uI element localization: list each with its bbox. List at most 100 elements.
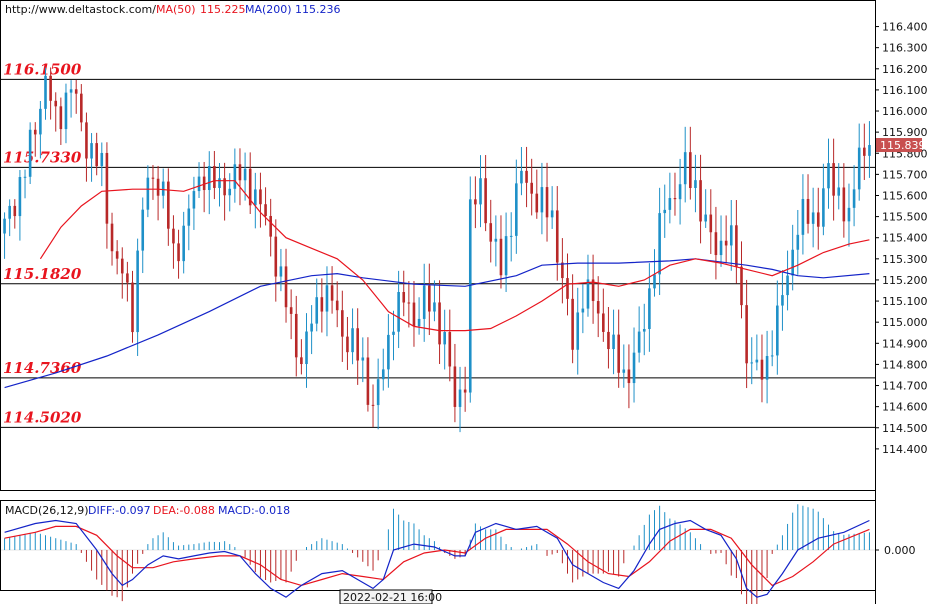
candle-body: [453, 366, 457, 407]
candle-body: [428, 285, 431, 312]
candle-body: [509, 235, 513, 237]
candle-body: [213, 166, 216, 188]
candle-body: [520, 170, 523, 184]
candle-body: [673, 198, 677, 200]
candle-body: [581, 308, 585, 313]
candle-body: [719, 240, 723, 256]
candle-body: [709, 214, 713, 233]
price-tick-label: 115.700: [882, 168, 928, 181]
candle-body: [617, 334, 620, 373]
level-label: 116.1500: [3, 60, 82, 78]
candle-body: [561, 262, 564, 279]
candlesticks: [3, 67, 871, 433]
candle-body: [325, 285, 329, 312]
price-tick-label: 116.100: [882, 84, 928, 97]
candle-body: [689, 152, 692, 188]
candle-body: [586, 279, 590, 309]
candle-body: [791, 249, 794, 276]
candle-body: [699, 180, 702, 222]
candle-body: [207, 166, 211, 191]
candle-body: [223, 178, 226, 196]
candle-body: [729, 225, 733, 246]
candle-body: [80, 93, 83, 123]
price-tick-label: 115.500: [882, 211, 928, 224]
candle-body: [49, 75, 52, 101]
candle-body: [3, 218, 6, 234]
candle-body: [233, 164, 237, 189]
candle-body: [376, 379, 380, 406]
candle-body: [392, 331, 395, 335]
candle-body: [566, 278, 569, 299]
candle-body: [69, 89, 73, 93]
macd-legend-macd: MACD:-0.018: [218, 504, 290, 517]
ma200-line: [4, 258, 870, 389]
candle-body: [264, 204, 267, 216]
candle-body: [161, 181, 165, 196]
candle-body: [627, 369, 631, 384]
price-tick-label: 114.400: [882, 443, 928, 456]
candle-body: [596, 301, 600, 314]
candle-body: [811, 212, 815, 224]
candle-body: [243, 168, 247, 181]
candle-body: [837, 187, 841, 196]
candle-body: [668, 198, 672, 210]
price-tick-label: 116.400: [882, 21, 928, 34]
candle-body: [576, 312, 580, 350]
candle-body: [310, 323, 313, 332]
candle-body: [95, 143, 98, 167]
price-tick-label: 114.900: [882, 337, 928, 350]
candle-body: [816, 212, 820, 227]
candle-body: [433, 302, 436, 312]
candle-body: [535, 193, 539, 213]
candle-body: [146, 177, 150, 210]
candle-body: [85, 122, 88, 159]
candle-body: [857, 147, 861, 190]
candle-body: [361, 357, 365, 361]
candle-body: [289, 307, 293, 314]
level-label: 115.7330: [3, 148, 82, 166]
candle-body: [131, 282, 134, 333]
candle-body: [387, 334, 390, 370]
candle-body: [167, 181, 170, 229]
last-price-tag: 115.839: [876, 138, 926, 153]
candle-body: [642, 329, 646, 332]
candle-body: [760, 359, 764, 380]
candle-body: [781, 295, 784, 306]
candle-body: [499, 238, 503, 276]
price-tick-label: 114.500: [882, 422, 928, 435]
candle-body: [59, 106, 63, 130]
candle-body: [750, 362, 754, 364]
candle-body: [366, 357, 370, 405]
candle-body: [202, 176, 206, 191]
diff-line: [4, 519, 870, 598]
candle-body: [515, 183, 518, 236]
candle-body: [238, 164, 242, 181]
candle-body: [259, 189, 262, 205]
candle-body: [745, 305, 748, 364]
candle-body: [269, 215, 272, 237]
candle-body: [110, 223, 114, 252]
price-tick-label: 114.800: [882, 358, 928, 371]
candle-body: [765, 356, 769, 380]
candle-body: [494, 238, 498, 242]
level-lines: 116.1500 115.7330 115.1820 114.7360 114.5020: [1, 60, 875, 428]
candle-body: [770, 355, 774, 357]
candle-body: [346, 336, 349, 353]
price-y-axis: 114.400 114.500 114.600 114.700 114.800 114.9…: [875, 21, 928, 456]
candle-body: [484, 178, 487, 224]
candle-body: [438, 302, 441, 345]
candle-body: [852, 189, 856, 208]
candle-body: [540, 187, 544, 213]
candle-body: [177, 243, 180, 262]
price-tick-label: 115.600: [882, 189, 928, 202]
candle-body: [458, 389, 462, 407]
candle-body: [33, 129, 37, 135]
candle-body: [832, 163, 835, 196]
candle-body: [663, 209, 667, 214]
candle-body: [724, 240, 728, 246]
candle-body: [172, 228, 175, 244]
candle-body: [371, 404, 375, 406]
candle-body: [90, 143, 93, 159]
price-panel: [0, 0, 876, 491]
candle-body: [136, 250, 139, 333]
